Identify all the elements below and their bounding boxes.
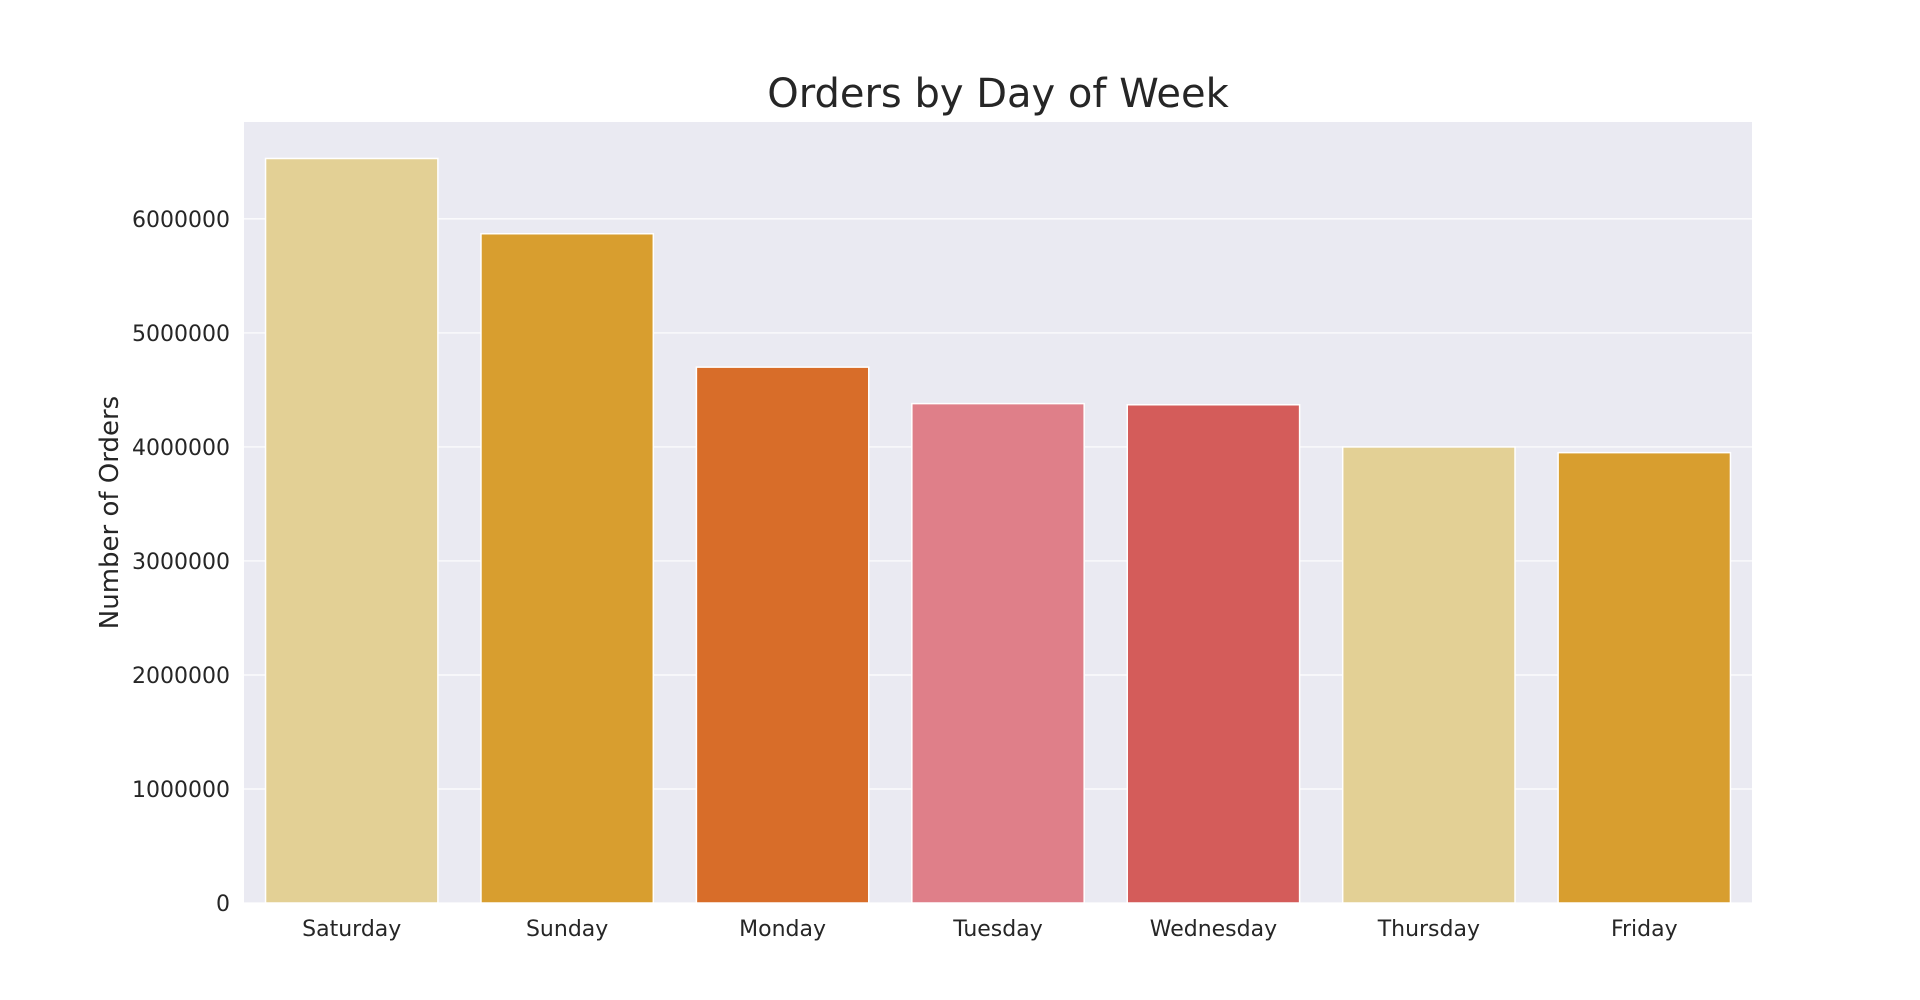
chart-title: Orders by Day of Week	[767, 71, 1229, 117]
bar-thursday	[1341, 446, 1516, 904]
bar-tuesday	[911, 402, 1085, 904]
x-tick-label: Wednesday	[1150, 917, 1277, 942]
x-tick-label: Tuesday	[952, 917, 1043, 942]
bar-sunday	[480, 232, 655, 904]
y-tick-label: 6000000	[132, 208, 230, 233]
y-tick-label: 0	[216, 892, 230, 917]
x-tick-label: Friday	[1611, 917, 1678, 942]
y-tick-label: 5000000	[132, 322, 230, 347]
x-axis-ticks: Saturday Sunday Monday Tuesday Wednesday Thur…	[302, 917, 1677, 942]
bar-monday	[695, 366, 870, 904]
y-axis-ticks: 0 1000000 2000000 3000000 4000000 5000000 6000…	[132, 208, 230, 917]
x-tick-label: Sunday	[526, 917, 608, 942]
x-tick-label: Saturday	[302, 917, 401, 942]
bar-saturday	[264, 157, 439, 904]
y-tick-label: 1000000	[132, 778, 230, 803]
y-axis-title: Number of Orders	[95, 396, 125, 629]
bar-friday	[1557, 451, 1732, 904]
bar-wednesday	[1126, 404, 1301, 904]
y-tick-label: 2000000	[132, 664, 230, 689]
x-tick-label: Thursday	[1377, 917, 1480, 942]
y-tick-label: 4000000	[132, 436, 230, 461]
x-tick-label: Monday	[739, 917, 826, 942]
bars	[264, 157, 1732, 904]
y-tick-label: 3000000	[132, 550, 230, 575]
